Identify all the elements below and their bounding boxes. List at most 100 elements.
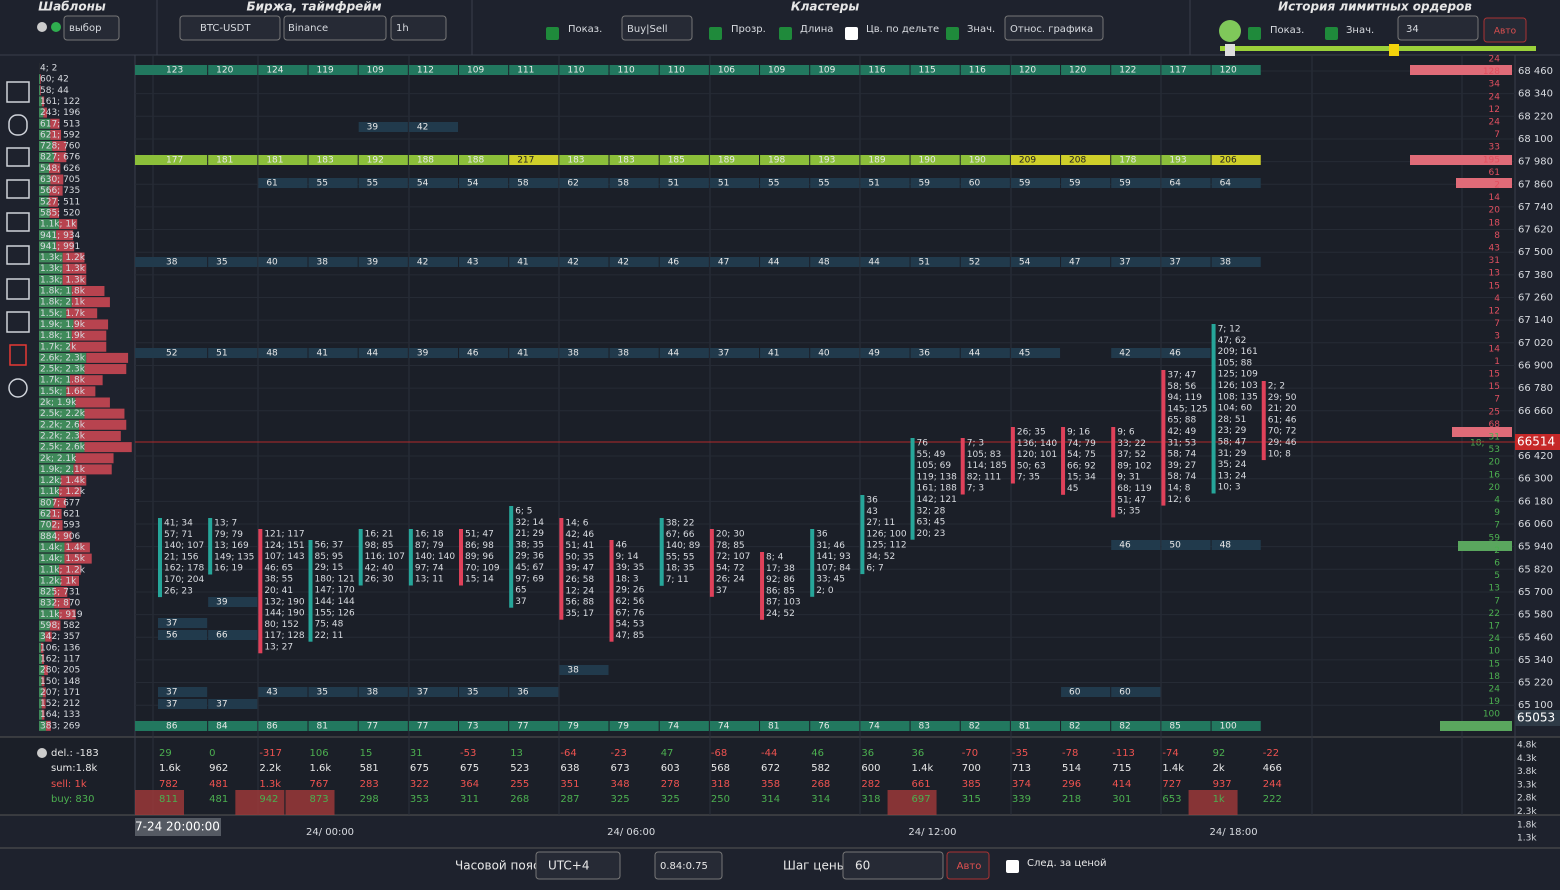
- level-value: 60: [969, 179, 981, 189]
- level-value: 43: [266, 688, 277, 698]
- level-cell: [1061, 687, 1111, 697]
- buy-bar: [39, 587, 54, 598]
- level-cell: [408, 348, 459, 358]
- level-value: 44: [768, 258, 780, 268]
- cluster-cell: 87; 103: [766, 598, 801, 608]
- slider-handle[interactable]: [1389, 44, 1399, 56]
- settings-icon[interactable]: [37, 748, 47, 758]
- profile-label: 1.9k; 2.1k: [40, 465, 86, 475]
- level-value: 52: [166, 349, 177, 359]
- sell-bar: [84, 442, 132, 453]
- buy-bar: [39, 252, 63, 263]
- cluster-cell: 79; 79: [214, 530, 243, 540]
- exchange-select[interactable]: [283, 15, 387, 41]
- limit-value: 25: [1489, 407, 1500, 417]
- buy-bar: [39, 85, 41, 96]
- cluster-cell: 18; 35: [666, 564, 695, 574]
- level-cell: [1111, 65, 1161, 75]
- checkbox[interactable]: [946, 27, 959, 40]
- price-label: 67 740: [1518, 202, 1553, 213]
- template-select[interactable]: [63, 15, 120, 41]
- cluster-cell: 136; 140: [1017, 439, 1058, 449]
- checkbox[interactable]: [845, 27, 858, 40]
- tool-icon[interactable]: [8, 114, 28, 136]
- cluster-cell: 162; 178: [164, 564, 205, 574]
- cluster-cell: 120; 101: [1017, 450, 1057, 460]
- settings-icon[interactable]: [37, 22, 47, 32]
- stat-value: 339: [1012, 794, 1031, 805]
- level-value: 48: [266, 349, 278, 359]
- level-cell: [1111, 257, 1161, 267]
- level-cell: [135, 65, 208, 75]
- stat-value: 47: [661, 748, 674, 759]
- relative-select[interactable]: [1004, 15, 1104, 41]
- stats-axis-label: 1.3k: [1517, 834, 1537, 844]
- stat-value: -113: [1112, 748, 1135, 759]
- tool-icon[interactable]: [8, 378, 28, 398]
- level-value: 50: [1169, 541, 1181, 551]
- checkbox[interactable]: [779, 27, 792, 40]
- sell-bar: [73, 464, 112, 475]
- level-cell: [559, 665, 609, 675]
- auto-button[interactable]: [1483, 17, 1527, 43]
- tool-icon[interactable]: [6, 179, 30, 199]
- checkbox[interactable]: [1325, 27, 1338, 40]
- cluster-cell: 55; 49: [917, 450, 946, 460]
- level-cell: [208, 348, 258, 358]
- level-value: 38: [166, 258, 178, 268]
- limit-value: 15: [1489, 281, 1500, 291]
- stat-value: 414: [1112, 779, 1131, 790]
- tool-icon[interactable]: [6, 245, 30, 265]
- limit-value: 3: [1494, 332, 1500, 342]
- footer-control[interactable]: [654, 851, 723, 880]
- symbol-select[interactable]: [179, 15, 281, 41]
- level-cell: [1061, 155, 1111, 165]
- checkbox[interactable]: [546, 27, 559, 40]
- stat-value: -23: [611, 748, 627, 759]
- level-cell: [308, 687, 358, 697]
- cluster-cell: 140; 107: [164, 541, 204, 551]
- cluster-cell: 47; 85: [616, 631, 645, 641]
- checkbox[interactable]: [709, 27, 722, 40]
- tool-icon[interactable]: [9, 344, 27, 366]
- tool-icon[interactable]: [6, 81, 30, 103]
- level-cell: [358, 257, 408, 267]
- stat-value: 466: [1263, 763, 1282, 774]
- level-cell: [408, 721, 459, 731]
- color-icon[interactable]: [1219, 20, 1241, 42]
- stat-value: 15: [360, 748, 373, 759]
- slider-handle[interactable]: [1225, 44, 1235, 56]
- level-value: 42: [417, 258, 428, 268]
- level-value: 38: [1220, 258, 1232, 268]
- tool-icon[interactable]: [6, 212, 30, 232]
- level-cell: [609, 721, 659, 731]
- footer-control[interactable]: [842, 851, 944, 880]
- cluster-cell: 126; 103: [1218, 381, 1258, 391]
- timeframe-select[interactable]: [390, 15, 447, 41]
- buy-bar: [39, 196, 49, 207]
- footer-control[interactable]: [535, 851, 621, 880]
- level-value: 74: [718, 722, 730, 732]
- level-cell: [158, 699, 208, 709]
- level-cell: [559, 721, 609, 731]
- profile-label: 1.8k; 2.1k: [40, 298, 86, 308]
- footer-control[interactable]: [946, 851, 990, 880]
- tool-icon[interactable]: [6, 311, 30, 333]
- level-cell: [1061, 65, 1111, 75]
- tool-icon[interactable]: [6, 278, 30, 300]
- checkbox[interactable]: [1248, 27, 1261, 40]
- cluster-cell: 155; 126: [315, 608, 356, 618]
- checkbox[interactable]: [1006, 860, 1019, 873]
- tool-icon[interactable]: [6, 147, 30, 167]
- cluster-cell: 65; 88: [1167, 416, 1196, 426]
- level-value: 51: [718, 179, 729, 189]
- mode-select[interactable]: [621, 15, 693, 41]
- sell-bar: [41, 96, 45, 107]
- level-value: 110: [668, 66, 685, 76]
- threshold-input[interactable]: [1397, 15, 1479, 41]
- cluster-cell: 29; 36: [515, 552, 544, 562]
- sell-bar: [84, 364, 127, 375]
- add-icon[interactable]: [51, 22, 61, 32]
- stat-value: 348: [611, 779, 630, 790]
- price-label: 67 620: [1518, 225, 1553, 236]
